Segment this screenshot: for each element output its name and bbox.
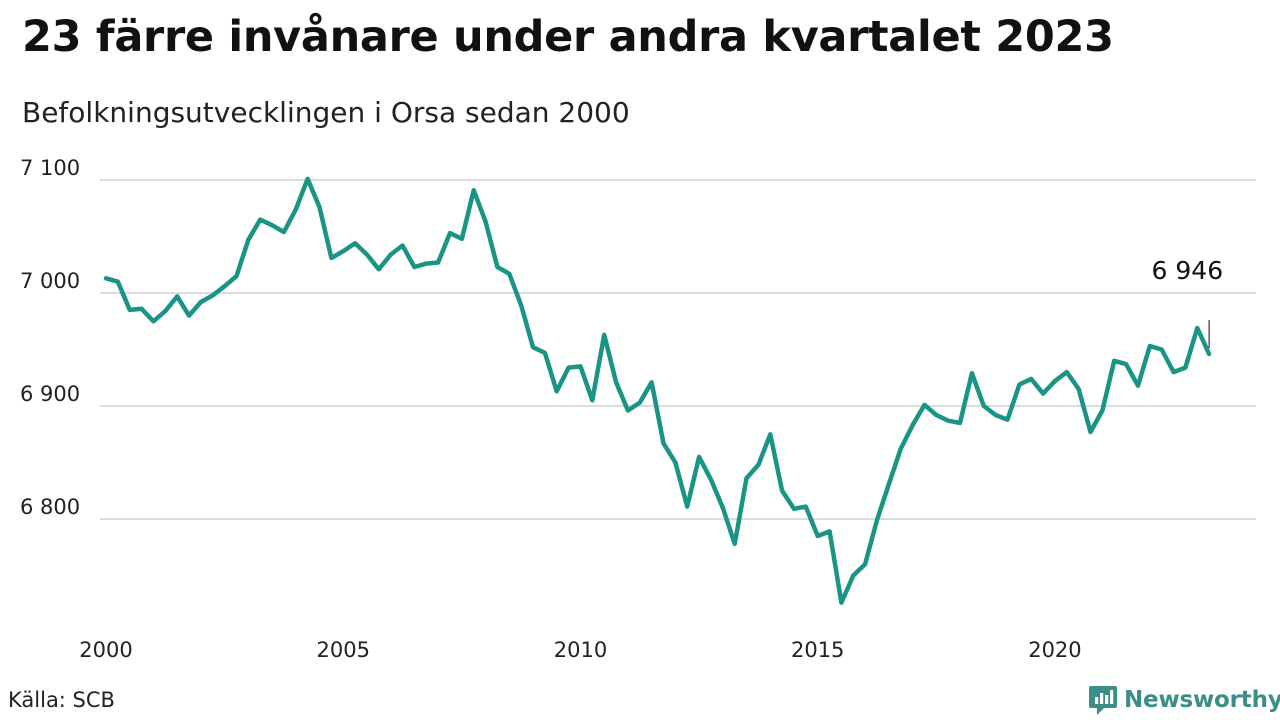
y-tick-label: 6 900 bbox=[20, 382, 80, 406]
x-tick-label: 2000 bbox=[79, 638, 132, 662]
brand: Newsworthy bbox=[1088, 684, 1280, 716]
y-tick-label: 7 100 bbox=[20, 156, 80, 180]
x-tick-label: 2020 bbox=[1028, 638, 1081, 662]
source-note: Källa: SCB bbox=[8, 688, 115, 712]
brand-name: Newsworthy bbox=[1124, 687, 1280, 713]
series-line bbox=[103, 176, 1212, 605]
line-chart: 7 100 7 000 6 900 6 800 2000 2005 2010 2015 2020… bbox=[20, 156, 1256, 662]
x-tick-label: 2010 bbox=[554, 638, 607, 662]
x-tick-label: 2005 bbox=[317, 638, 370, 662]
y-tick-label: 7 000 bbox=[20, 269, 80, 293]
end-value-label: 6 946 bbox=[1152, 256, 1224, 285]
newsworthy-logo-icon bbox=[1089, 686, 1117, 715]
chart-title: 23 färre invånare under andra kvartalet … bbox=[22, 12, 1114, 62]
y-tick-label: 6 800 bbox=[20, 495, 80, 519]
x-tick-label: 2015 bbox=[791, 638, 844, 662]
chart-subtitle: Befolkningsutvecklingen i Orsa sedan 200… bbox=[22, 96, 630, 129]
